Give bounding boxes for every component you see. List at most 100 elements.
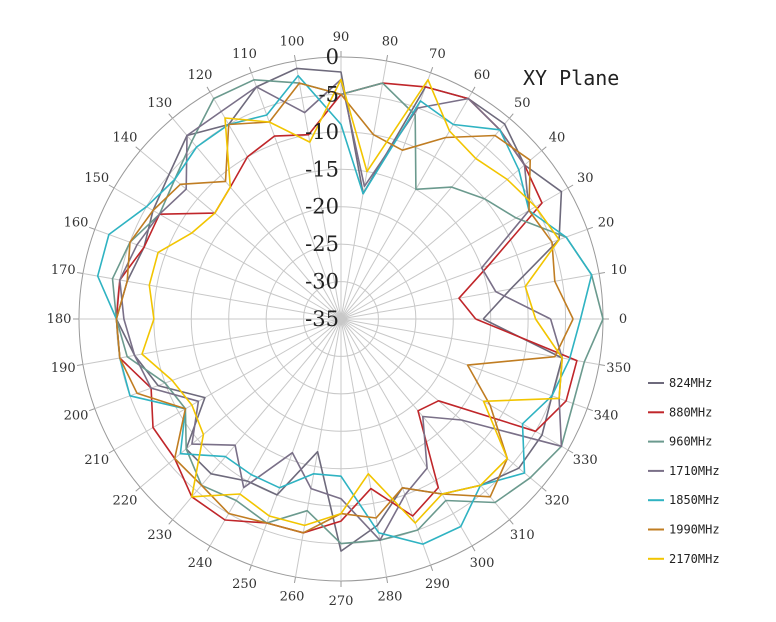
angle-tick-label: 60 — [474, 68, 491, 83]
angle-tick-label: 260 — [280, 590, 305, 605]
angle-tick-label: 220 — [113, 493, 138, 508]
grid-spoke — [340, 318, 510, 521]
legend: 824MHz 880MHz 960MHz 1710MHz 1850MHz 1990MHz 2… — [648, 376, 720, 566]
radial-tick-label: -20 — [305, 195, 339, 219]
grid-tick — [386, 576, 389, 584]
angle-tick-label: 140 — [113, 131, 138, 146]
grid-spoke — [340, 318, 473, 547]
grid-spoke — [340, 318, 543, 488]
angle-tick-label: 340 — [594, 408, 619, 423]
legend-label: 824MHz — [669, 376, 712, 390]
grid-spoke — [113, 187, 342, 320]
legend-label: 2170MHz — [669, 552, 720, 566]
angle-tick-label: 290 — [425, 577, 450, 592]
angle-tick-label: 310 — [510, 528, 535, 543]
angle-tick-label: 30 — [577, 171, 594, 186]
grid-spoke — [340, 60, 387, 320]
grid-spoke — [139, 150, 342, 320]
grid-tick — [598, 364, 606, 367]
grid-tick — [598, 271, 606, 274]
grid-tick — [248, 565, 252, 572]
grid-spoke — [82, 318, 342, 365]
grid-tick — [509, 519, 514, 525]
legend-label: 1710MHz — [669, 464, 720, 478]
grid-tick — [567, 449, 574, 454]
radial-tick-label: -10 — [305, 120, 339, 144]
grid-tick — [88, 408, 95, 412]
grid-tick — [541, 146, 547, 151]
angle-tick-label: 190 — [51, 361, 76, 376]
series-layer — [96, 67, 604, 552]
polar-grid — [73, 51, 609, 587]
grid-spoke — [172, 318, 342, 521]
angle-tick-label: 70 — [429, 47, 446, 62]
angle-tick-label: 10 — [610, 263, 627, 278]
grid-tick — [206, 545, 211, 552]
angle-tick-label: 180 — [47, 312, 72, 327]
legend-label: 1850MHz — [669, 493, 720, 507]
grid-spoke — [340, 318, 569, 451]
grid-tick — [567, 184, 574, 189]
angle-tick-label: 280 — [378, 590, 403, 605]
angle-tick-label: 320 — [545, 493, 570, 508]
grid-tick — [108, 449, 115, 454]
grid-spoke — [340, 72, 432, 320]
grid-tick — [248, 66, 252, 73]
grid-spoke — [250, 72, 342, 320]
grid-spoke — [340, 318, 432, 566]
grid-tick — [430, 66, 434, 73]
grid-spoke — [113, 318, 342, 451]
legend-label: 880MHz — [669, 405, 712, 419]
angle-tick-label: 210 — [84, 453, 109, 468]
grid-tick — [293, 576, 296, 584]
grid-spoke — [82, 273, 342, 320]
grid-tick — [587, 226, 594, 230]
angle-tick-label: 250 — [232, 577, 257, 592]
radial-tick-label: -35 — [305, 307, 339, 331]
grid-spoke — [340, 273, 600, 320]
grid-tick — [430, 565, 434, 572]
angle-tick-label: 170 — [51, 263, 76, 278]
angle-tick-label: 240 — [188, 556, 213, 571]
grid-spoke — [94, 318, 342, 410]
grid-spoke — [172, 117, 342, 320]
grid-tick — [206, 86, 211, 93]
radial-tick-label: -30 — [305, 270, 339, 294]
series-line — [141, 78, 564, 527]
angle-tick-label: 300 — [470, 556, 495, 571]
angle-tick-label: 150 — [84, 171, 109, 186]
grid-tick — [76, 271, 84, 274]
angle-tick-label: 160 — [64, 216, 89, 231]
grid-tick — [108, 184, 115, 189]
legend-label: 1990MHz — [669, 523, 720, 537]
angle-tick-label: 50 — [514, 96, 531, 111]
grid-spoke — [94, 228, 342, 320]
angle-tick-label: 120 — [188, 68, 213, 83]
grid-tick — [76, 364, 84, 367]
angle-tick-label: 20 — [598, 216, 615, 231]
grid-tick — [471, 86, 476, 93]
legend-label: 960MHz — [669, 435, 712, 449]
grid-tick — [386, 54, 389, 62]
angle-tick-label: 130 — [147, 96, 172, 111]
grid-tick — [587, 408, 594, 412]
grid-spoke — [340, 187, 569, 320]
grid-spoke — [340, 318, 387, 578]
grid-spoke — [139, 318, 342, 488]
grid-spoke — [340, 228, 588, 320]
radial-tick-label: 0 — [326, 45, 339, 69]
series-line — [119, 78, 564, 542]
angle-tick-label: 230 — [147, 528, 172, 543]
angle-tick-label: 200 — [64, 408, 89, 423]
angle-tick-label: 0 — [619, 312, 627, 327]
angle-tick-label: 110 — [232, 47, 257, 62]
grid-tick — [509, 113, 514, 119]
angle-tick-label: 90 — [333, 30, 350, 45]
grid-spoke — [250, 318, 342, 566]
grid-spoke — [340, 117, 510, 320]
radial-tick-label: -5 — [319, 82, 339, 106]
grid-tick — [135, 146, 141, 151]
grid-tick — [168, 519, 173, 525]
angle-tick-label: 80 — [382, 34, 399, 49]
